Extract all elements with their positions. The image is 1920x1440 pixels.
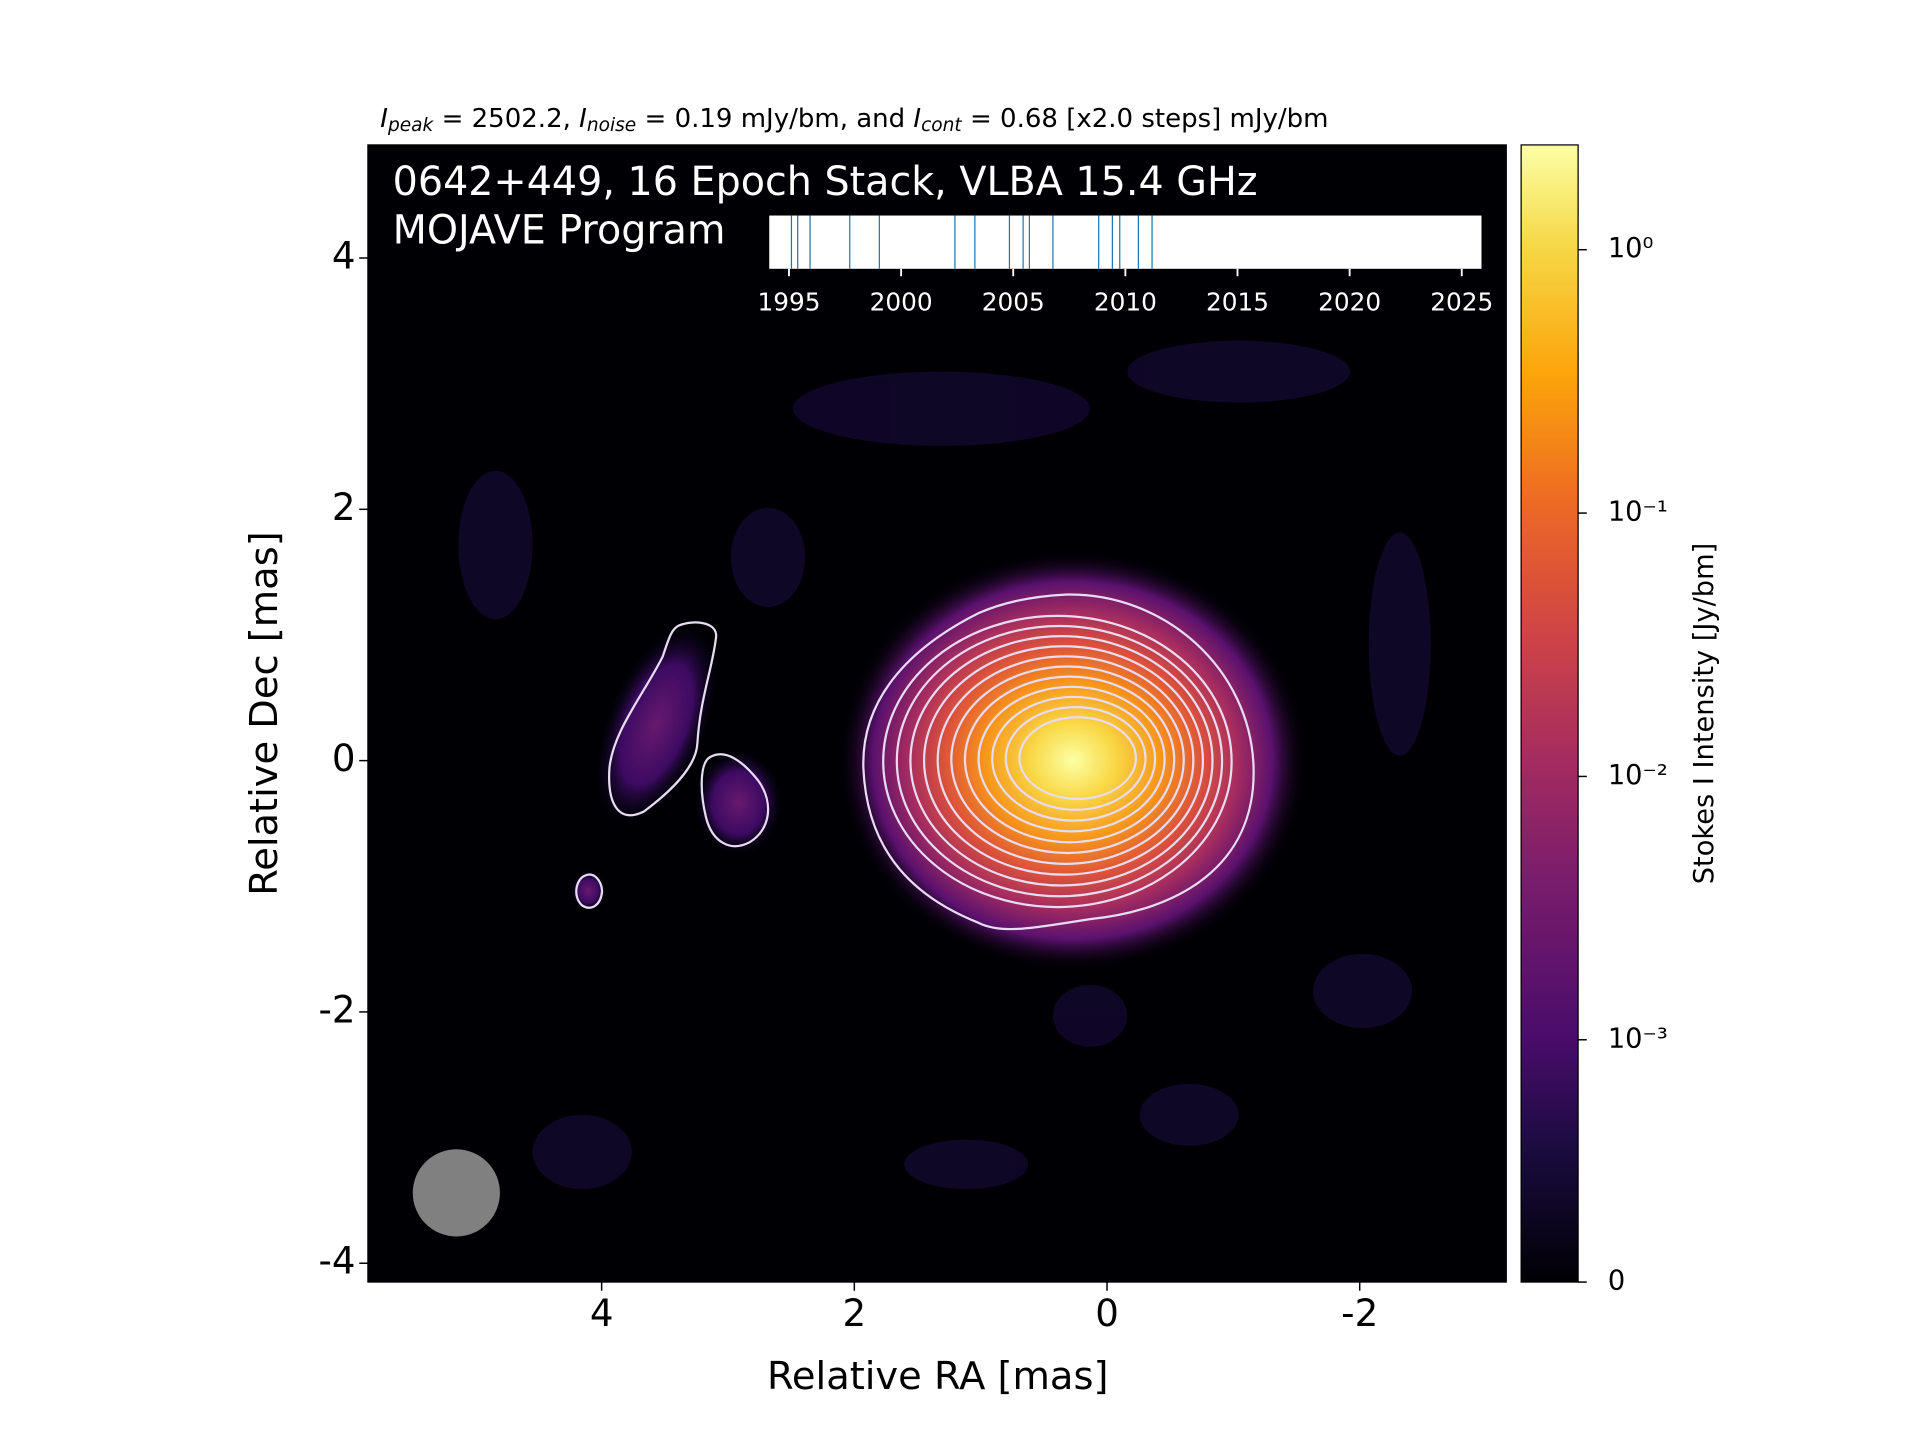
x-tick-label: 4 [590,1292,614,1335]
contour [950,665,1185,855]
y-tick-label: 0 [332,737,356,780]
x-axis-label: Relative RA [mas] [767,1354,1109,1399]
colorbar-label: Stokes I Intensity [Jy/bm] [1689,543,1720,885]
core-emission [837,549,1309,972]
contour [977,685,1166,833]
colorbar-tick-label: 0 [1608,1266,1625,1297]
contour [1018,716,1138,801]
contour [895,624,1224,898]
epoch-tick-label: 2000 [870,287,933,316]
epoch-tick-label: 1995 [757,287,820,316]
contour [909,635,1214,887]
title-text: = 0.19 mJy/bm, and [636,103,913,133]
annotation: 0642+449, 16 Epoch Stack, VLBA 15.4 GHz [393,159,1258,205]
y-tick-label: -2 [318,988,355,1031]
epoch-tick-label: 2025 [1430,287,1493,316]
contour [963,675,1176,844]
epoch-tick-label: 2015 [1206,287,1269,316]
contour [936,655,1195,865]
x-tick-label: 0 [1095,1292,1119,1335]
emission [694,750,782,855]
y-tick-label: 4 [332,235,356,278]
title-subscript: peak [387,115,435,136]
beam [412,1149,500,1237]
emission [595,625,718,825]
contours [575,593,1255,931]
title-subscript: noise [587,115,636,136]
title-text: = 2502.2, [433,103,579,133]
contour [882,614,1233,909]
epoch-tick-label: 2010 [1094,287,1157,316]
x-tick-label: -2 [1341,1292,1378,1335]
title-symbol: I [579,103,587,133]
colorbar [1520,144,1579,1283]
title-symbol: I [380,103,388,133]
contour [1004,705,1147,811]
epoch-tick-label: 2005 [982,287,1045,316]
y-axis-label: Relative Dec [mas] [242,531,287,895]
image [367,144,1507,1283]
title-subscript: cont [921,115,962,136]
axes-frame [367,144,1507,1283]
y-tick-label: 2 [332,486,356,529]
colorbar-tick-label: 10⁻² [1608,760,1668,791]
contour [922,645,1205,876]
epoch-inset [769,215,1482,269]
colorbar-tick-label: 10⁰ [1608,233,1654,264]
colorbar-tick-label: 10⁻¹ [1608,497,1668,528]
contour [991,695,1157,822]
title-text: = 0.68 [x2.0 steps] mJy/bm [962,103,1329,133]
x-tick-label: 2 [843,1292,867,1335]
title: Ipeak = 2502.2, Inoise = 0.19 mJy/bm, an… [380,103,1328,135]
epoch-tick-label: 2020 [1318,287,1381,316]
y-tick-label: -4 [318,1240,355,1283]
colorbar-tick-label: 10⁻³ [1608,1023,1668,1054]
annotation: MOJAVE Program [393,207,726,253]
noise [458,340,1431,1190]
title-symbol: I [913,103,921,133]
